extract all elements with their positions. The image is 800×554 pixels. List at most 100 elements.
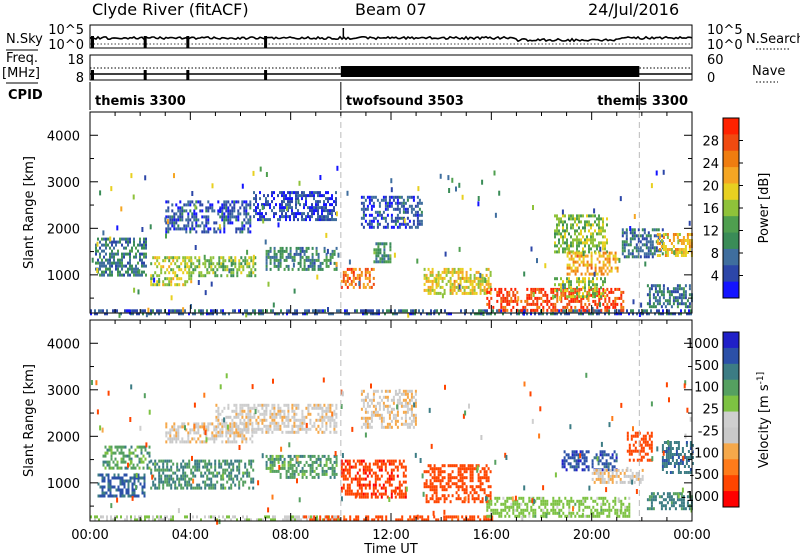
range-gate-cell xyxy=(287,255,290,259)
range-gate-cell xyxy=(291,197,293,201)
range-gate-cell xyxy=(600,296,603,300)
range-gate-cell xyxy=(394,419,397,423)
range-gate-cell xyxy=(661,243,664,247)
range-gate-cell xyxy=(241,421,244,425)
range-gate-cell xyxy=(247,409,250,413)
range-gate-cell xyxy=(394,201,397,205)
range-gate-cell xyxy=(564,286,566,290)
range-gate-cell xyxy=(223,227,226,231)
range-gate-cell xyxy=(469,518,472,522)
range-gate-cell xyxy=(261,212,263,216)
range-gate-cell xyxy=(321,206,323,210)
range-gate-cell xyxy=(642,312,644,316)
range-gate-cell xyxy=(185,227,188,231)
range-gate-cell xyxy=(688,312,690,316)
range-gate-cell xyxy=(229,431,232,435)
range-gate-cell xyxy=(238,309,240,313)
range-gate-cell xyxy=(162,471,165,475)
range-gate-cell xyxy=(241,403,244,407)
range-gate-cell xyxy=(123,479,126,483)
range-gate-cell xyxy=(686,299,689,303)
range-gate-cell xyxy=(680,296,683,300)
range-gate-cell xyxy=(481,273,484,277)
range-gate-cell xyxy=(317,412,320,416)
range-gate-cell xyxy=(148,466,151,470)
range-gate-cell xyxy=(323,469,326,473)
range-gate-cell xyxy=(412,195,415,199)
range-gate-cell xyxy=(371,518,374,522)
range-gate-cell xyxy=(333,460,336,464)
range-gate-cell xyxy=(221,434,224,438)
range-gate-cell xyxy=(564,309,566,313)
range-gate-cell xyxy=(556,232,558,236)
range-gate-cell xyxy=(686,251,689,254)
range-gate-cell xyxy=(473,279,476,283)
y-axis-label: Slant Range [km] xyxy=(22,156,37,269)
range-gate-cell xyxy=(431,485,434,489)
range-gate-cell xyxy=(457,273,460,277)
range-gate-cell xyxy=(584,263,587,267)
range-gate-cell xyxy=(305,197,307,201)
range-gate-cell xyxy=(588,247,590,251)
range-gate-cell xyxy=(443,270,446,274)
range-gate-cell xyxy=(185,230,188,234)
range-gate-cell xyxy=(390,462,393,466)
range-gate-cell xyxy=(647,255,650,259)
range-gate-cell xyxy=(325,421,328,425)
range-gate-cell xyxy=(331,403,334,407)
range-gate-cell xyxy=(366,270,369,274)
range-gate-cell xyxy=(317,255,320,259)
range-gate-cell xyxy=(249,418,252,422)
range-gate-cell xyxy=(231,212,234,216)
range-gate-cell xyxy=(152,483,155,487)
range-gate-cell xyxy=(170,515,172,519)
range-gate-cell xyxy=(221,203,224,207)
range-gate-cell xyxy=(164,477,167,481)
range-gate-cell xyxy=(291,255,294,259)
range-gate-cell xyxy=(218,515,220,519)
range-gate-cell xyxy=(435,282,438,286)
range-gate-cell xyxy=(275,469,278,473)
range-gate-cell xyxy=(301,215,303,219)
range-gate-cell xyxy=(342,474,345,478)
range-gate-cell xyxy=(566,226,568,230)
range-gate-cell xyxy=(101,237,103,241)
range-gate-cell xyxy=(319,194,321,198)
range-gate-cell xyxy=(404,401,407,405)
range-gate-cell xyxy=(176,474,179,478)
range-gate-cell xyxy=(366,195,369,199)
range-gate-cell xyxy=(256,518,258,522)
range-gate-cell xyxy=(388,425,391,429)
range-gate-cell xyxy=(412,198,415,202)
range-gate-cell xyxy=(598,269,601,273)
range-gate-cell xyxy=(643,228,646,232)
range-gate-cell xyxy=(114,457,117,461)
range-gate-cell xyxy=(646,302,649,306)
range-gate-cell xyxy=(670,312,672,316)
range-gate-cell xyxy=(243,200,246,204)
range-gate-cell xyxy=(449,285,452,289)
range-gate-cell xyxy=(625,237,628,241)
range-gate-cell xyxy=(576,241,578,245)
range-gate-cell xyxy=(404,309,406,313)
range-gate-cell xyxy=(360,477,363,481)
range-gate-cell xyxy=(596,312,598,316)
range-gate-cell xyxy=(394,389,397,393)
range-gate-cell xyxy=(437,273,440,277)
range-gate-cell xyxy=(404,392,407,396)
range-gate-cell xyxy=(317,258,320,262)
range-gate-cell xyxy=(109,273,111,277)
range-gate-cell xyxy=(648,296,651,300)
range-gate-cell xyxy=(202,480,205,484)
range-gate-cell xyxy=(358,480,361,484)
range-gate-cell xyxy=(183,203,186,207)
range-gate-cell xyxy=(281,194,283,198)
range-gate-cell xyxy=(248,474,251,478)
range-gate-cell xyxy=(229,212,232,216)
range-gate-cell xyxy=(204,459,207,463)
range-gate-cell xyxy=(289,197,291,201)
range-gate-cell xyxy=(396,392,399,396)
range-gate-cell xyxy=(253,412,256,416)
range-gate-cell xyxy=(289,463,292,467)
range-gate-cell xyxy=(631,231,634,235)
